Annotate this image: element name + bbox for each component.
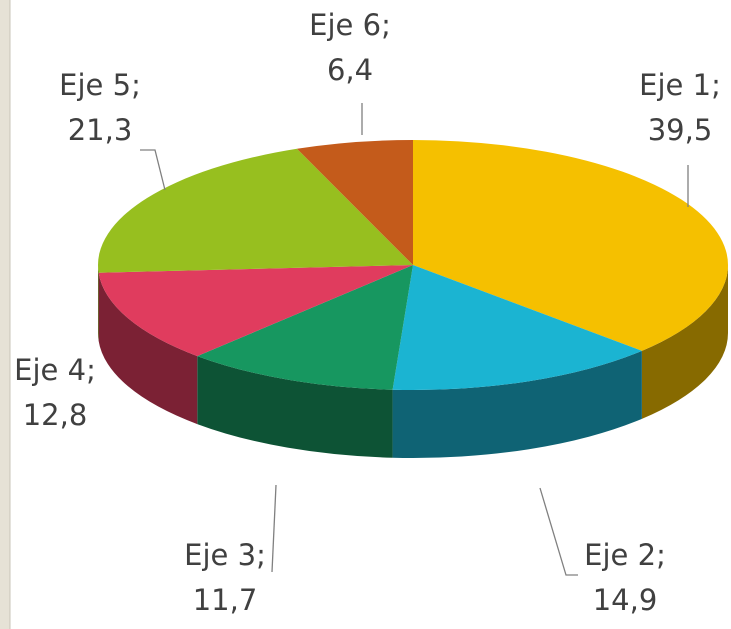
label-separator: ; bbox=[381, 8, 391, 42]
slice bbox=[296, 140, 413, 265]
slice-side bbox=[197, 356, 393, 458]
category-label: Eje 3 bbox=[184, 538, 256, 572]
value-label: 21,3 bbox=[68, 113, 133, 147]
data-label: Eje 6; bbox=[309, 8, 391, 42]
slice-side bbox=[392, 350, 642, 458]
window-edge bbox=[0, 0, 10, 629]
leader-line bbox=[140, 149, 166, 191]
category-label: Eje 6 bbox=[309, 8, 381, 42]
data-label: Eje 5; bbox=[59, 68, 141, 102]
data-label: Eje 2; bbox=[584, 538, 666, 572]
slice bbox=[98, 148, 413, 273]
slice bbox=[413, 140, 728, 351]
slice-side bbox=[98, 272, 198, 425]
slice bbox=[98, 265, 414, 357]
leader-line bbox=[539, 487, 578, 576]
data-label: Eje 3; bbox=[184, 538, 266, 572]
data-label: Eje 4; bbox=[14, 353, 96, 387]
category-label: Eje 2 bbox=[584, 538, 656, 572]
label-separator: ; bbox=[86, 353, 96, 387]
slice bbox=[392, 265, 642, 390]
value-label: 11,7 bbox=[193, 583, 258, 617]
label-separator: ; bbox=[711, 68, 721, 102]
data-label: Eje 1; bbox=[639, 68, 721, 102]
slice-side bbox=[641, 265, 728, 419]
slice-side bbox=[98, 265, 99, 341]
value-label: 14,9 bbox=[593, 583, 658, 617]
category-label: Eje 1 bbox=[639, 68, 711, 102]
category-label: Eje 5 bbox=[59, 68, 131, 102]
value-label: 12,8 bbox=[23, 398, 88, 432]
leader-line bbox=[271, 484, 277, 573]
value-label: 6,4 bbox=[327, 53, 373, 87]
category-label: Eje 4 bbox=[14, 353, 86, 387]
value-label: 39,5 bbox=[648, 113, 713, 147]
label-separator: ; bbox=[256, 538, 266, 572]
label-separator: ; bbox=[131, 68, 141, 102]
label-separator: ; bbox=[656, 538, 666, 572]
slice bbox=[197, 265, 413, 390]
